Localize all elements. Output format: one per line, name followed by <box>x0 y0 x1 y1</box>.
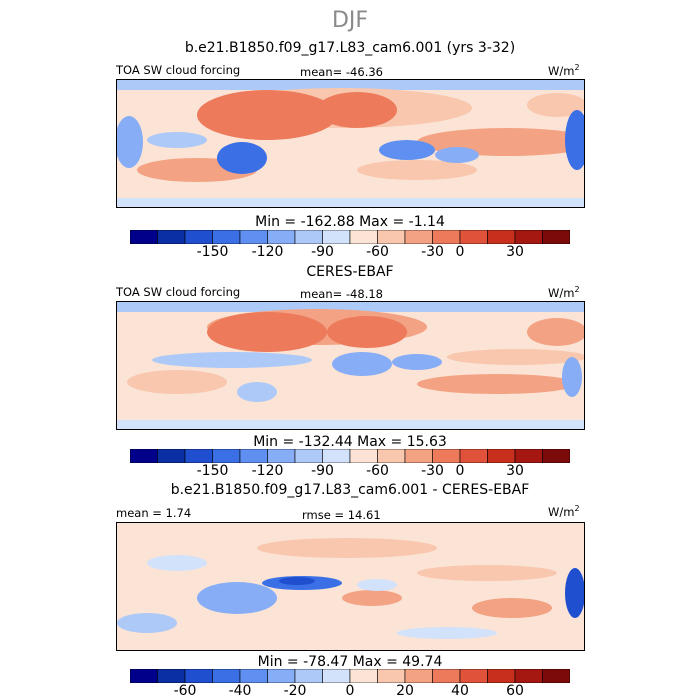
colorbar-segment <box>294 229 323 245</box>
colorbar-segment <box>432 448 461 464</box>
colorbar-segment <box>157 448 186 464</box>
panel2-tick-3: -60 <box>366 463 389 479</box>
colorbar-segment <box>542 229 571 245</box>
panel3-tick-2: -20 <box>283 683 307 699</box>
panel1-tick-1: -120 <box>251 244 284 260</box>
panel1-tick-0: -150 <box>196 244 229 260</box>
panel3-rmse-label: rmse = 14.61 <box>302 508 381 522</box>
colorbar-segment <box>377 448 406 464</box>
panel2-stats: Min = -132.44 Max = 15.63 <box>253 434 447 450</box>
colorbar-segment <box>432 668 461 684</box>
panel2-mean-label: mean= -48.18 <box>300 287 383 301</box>
colorbar-segment <box>212 668 241 684</box>
panel3-tick-4: 20 <box>396 683 414 699</box>
colorbar-segment <box>404 229 433 245</box>
panel2-tick-5: 0 <box>455 463 465 479</box>
panel3-tick-5: 40 <box>451 683 469 699</box>
panel3-stats: Min = -78.47 Max = 49.74 <box>257 654 443 670</box>
colorbar-segment <box>184 668 213 684</box>
season-title: DJF <box>331 8 369 33</box>
panel2-colorbar <box>129 448 571 464</box>
panel2-tick-6: 30 <box>506 463 524 479</box>
colorbar-segment <box>294 448 323 464</box>
panel1-map <box>116 79 585 208</box>
colorbar-segment <box>514 229 543 245</box>
panel3-tick-0: -60 <box>173 683 197 699</box>
panel2-tick-4: -30 <box>421 463 444 479</box>
panel3-mean-label: mean = 1.74 <box>116 506 192 520</box>
panel1-stats: Min = -162.88 Max = -1.14 <box>255 214 445 230</box>
colorbar-segment <box>129 668 158 684</box>
colorbar-segment <box>322 448 351 464</box>
panel1-tick-5: 0 <box>455 244 465 260</box>
colorbar-segment <box>212 229 241 245</box>
panel2-variable-label: TOA SW cloud forcing <box>116 285 241 299</box>
panel1-colorbar <box>129 229 571 245</box>
colorbar-segment <box>212 448 241 464</box>
colorbar-segment <box>239 229 268 245</box>
panel1-variable-label: TOA SW cloud forcing <box>116 63 241 77</box>
panel3-map <box>116 522 585 651</box>
colorbar-segment <box>349 668 378 684</box>
colorbar-segment <box>267 668 296 684</box>
colorbar-segment <box>432 229 461 245</box>
colorbar-segment <box>157 668 186 684</box>
panel1-mean-label: mean= -46.36 <box>300 65 383 79</box>
colorbar-segment <box>294 668 323 684</box>
panel1-tick-6: 30 <box>506 244 524 260</box>
panel1-unit-label: W/m2 <box>548 63 580 78</box>
colorbar-segment <box>542 668 571 684</box>
colorbar-segment <box>267 229 296 245</box>
colorbar-segment <box>129 448 158 464</box>
colorbar-segment <box>459 668 488 684</box>
colorbar-segment <box>349 229 378 245</box>
colorbar-segment <box>267 448 296 464</box>
panel2-tick-1: -120 <box>251 463 284 479</box>
panel3-colorbar-ticks: -60 -40 -20 0 20 40 60 <box>130 683 570 699</box>
colorbar-segment <box>487 668 516 684</box>
colorbar-segment <box>349 448 378 464</box>
panel3-unit-label: W/m2 <box>548 504 580 519</box>
colorbar-segment <box>184 229 213 245</box>
panel2-map <box>116 301 585 430</box>
panel2-title: CERES-EBAF <box>306 264 394 280</box>
colorbar-segment <box>459 229 488 245</box>
panel3-title: b.e21.B1850.f09_g17.L83_cam6.001 - CERES… <box>170 482 530 498</box>
panel2-tick-2: -90 <box>311 463 334 479</box>
colorbar-segment <box>377 668 406 684</box>
panel2-tick-0: -150 <box>196 463 229 479</box>
colorbar-segment <box>184 448 213 464</box>
colorbar-segment <box>377 229 406 245</box>
colorbar-segment <box>322 668 351 684</box>
colorbar-segment <box>239 448 268 464</box>
panel1-title: b.e21.B1850.f09_g17.L83_cam6.001 (yrs 3-… <box>184 40 516 56</box>
panel3-colorbar <box>129 668 571 684</box>
panel2-colorbar-ticks: -150 -120 -90 -60 -30 0 30 <box>130 463 570 479</box>
panel1-tick-2: -90 <box>311 244 334 260</box>
colorbar-segment <box>459 448 488 464</box>
panel1-tick-3: -60 <box>366 244 389 260</box>
colorbar-segment <box>239 668 268 684</box>
colorbar-segment <box>514 668 543 684</box>
colorbar-segment <box>404 668 433 684</box>
colorbar-segment <box>514 448 543 464</box>
colorbar-segment <box>322 229 351 245</box>
panel3-tick-1: -40 <box>228 683 252 699</box>
colorbar-segment <box>157 229 186 245</box>
panel1-tick-4: -30 <box>421 244 444 260</box>
panel1-colorbar-ticks: -150 -120 -90 -60 -30 0 30 <box>130 244 570 260</box>
colorbar-segment <box>487 229 516 245</box>
colorbar-segment <box>542 448 571 464</box>
colorbar-segment <box>404 448 433 464</box>
panel3-tick-3: 0 <box>345 683 355 699</box>
panel2-unit-label: W/m2 <box>548 285 580 300</box>
panel3-tick-6: 60 <box>506 683 524 699</box>
colorbar-segment <box>487 448 516 464</box>
colorbar-segment <box>129 229 158 245</box>
